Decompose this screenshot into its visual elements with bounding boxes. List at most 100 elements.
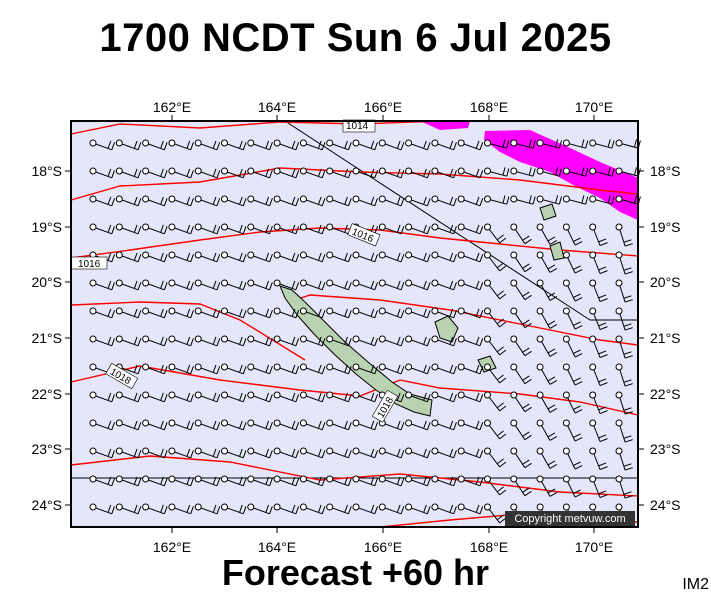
- station-circle-icon: [562, 391, 570, 399]
- station-circle-icon: [326, 447, 334, 455]
- lon-label-top: 168°E: [470, 99, 508, 115]
- station-circle-icon: [221, 475, 228, 483]
- station-circle-icon: [89, 419, 97, 427]
- station-circle-icon: [378, 335, 386, 343]
- station-circle-icon: [562, 251, 570, 259]
- station-circle-icon: [247, 279, 255, 287]
- station-circle-icon: [589, 475, 597, 483]
- station-circle-icon: [562, 419, 570, 427]
- station-circle-icon: [484, 419, 491, 427]
- station-circle-icon: [142, 335, 150, 343]
- station-circle-icon: [431, 447, 439, 455]
- lat-label-right: 24°S: [650, 497, 681, 513]
- station-circle-icon: [562, 447, 570, 455]
- station-circle-icon: [221, 223, 228, 231]
- map-frame: [70, 120, 639, 528]
- lat-label-right: 19°S: [650, 219, 681, 235]
- station-circle-icon: [405, 419, 413, 427]
- station-circle-icon: [589, 279, 597, 287]
- station-circle-icon: [168, 447, 176, 455]
- station-circle-icon: [326, 167, 334, 175]
- station-circle-icon: [299, 419, 307, 427]
- station-circle-icon: [247, 475, 255, 483]
- station-circle-icon: [615, 139, 623, 147]
- station-circle-icon: [484, 279, 491, 287]
- axis-ticks: [65, 115, 644, 533]
- station-circle-icon: [431, 419, 439, 427]
- station-circle-icon: [142, 279, 150, 287]
- station-circle-icon: [299, 391, 307, 399]
- station-circle-icon: [615, 251, 623, 259]
- station-circle-icon: [221, 363, 228, 371]
- lat-label-left: 19°S: [31, 219, 62, 235]
- lon-label-top: 166°E: [364, 99, 402, 115]
- island: [434, 315, 459, 343]
- station-circle-icon: [484, 195, 491, 203]
- station-circle-icon: [484, 139, 491, 147]
- station-circle-icon: [405, 475, 413, 483]
- station-circle-icon: [168, 223, 176, 231]
- station-circle-icon: [142, 363, 150, 371]
- station-circle-icon: [168, 475, 176, 483]
- station-circle-icon: [615, 475, 623, 483]
- station-circle-icon: [510, 279, 518, 287]
- station-circle-icon: [194, 167, 202, 175]
- station-circle-icon: [352, 503, 360, 511]
- station-circle-icon: [615, 223, 623, 231]
- station-circle-icon: [326, 335, 334, 343]
- station-circle-icon: [589, 195, 597, 203]
- station-circle-icon: [536, 279, 544, 287]
- station-circle-icon: [510, 195, 518, 203]
- station-circle-icon: [457, 391, 465, 399]
- lat-label-left: 18°S: [31, 163, 62, 179]
- station-circle-icon: [247, 223, 255, 231]
- station-circle-icon: [378, 167, 386, 175]
- station-circle-icon: [326, 503, 334, 511]
- station-circle-icon: [484, 223, 491, 231]
- weather-map: 1014 1016 1016 1018 1018 162°E 164°E 166…: [0, 90, 711, 555]
- image-tag: IM2: [682, 576, 709, 593]
- station-circle-icon: [510, 307, 518, 315]
- station-circle-icon: [510, 447, 518, 455]
- station-circle-icon: [431, 195, 439, 203]
- station-circle-icon: [299, 279, 307, 287]
- station-circle-icon: [221, 391, 228, 399]
- station-circle-icon: [431, 307, 439, 315]
- station-circle-icon: [168, 251, 176, 259]
- station-circle-icon: [247, 391, 255, 399]
- station-circle-icon: [142, 195, 150, 203]
- station-circle-icon: [142, 139, 150, 147]
- station-circle-icon: [273, 251, 281, 259]
- station-circle-icon: [536, 139, 544, 147]
- station-circle-icon: [589, 167, 597, 175]
- station-circle-icon: [221, 419, 228, 427]
- station-circle-icon: [405, 139, 413, 147]
- station-circle-icon: [168, 363, 176, 371]
- station-circle-icon: [431, 139, 439, 147]
- station-circle-icon: [484, 251, 491, 259]
- station-circle-icon: [457, 251, 465, 259]
- station-circle-icon: [457, 195, 465, 203]
- station-circle-icon: [589, 363, 597, 371]
- lat-label-right: 23°S: [650, 441, 681, 457]
- station-circle-icon: [536, 447, 544, 455]
- station-circle-icon: [326, 279, 334, 287]
- station-circle-icon: [431, 391, 439, 399]
- station-circle-icon: [142, 223, 150, 231]
- station-circle-icon: [431, 223, 439, 231]
- station-circle-icon: [536, 391, 544, 399]
- station-circle-icon: [299, 335, 307, 343]
- station-circle-icon: [168, 419, 176, 427]
- station-circle-icon: [484, 307, 491, 315]
- station-circle-icon: [405, 335, 413, 343]
- station-circle-icon: [405, 307, 413, 315]
- station-circle-icon: [221, 279, 228, 287]
- station-circle-icon: [168, 139, 176, 147]
- station-circle-icon: [89, 363, 97, 371]
- station-circle-icon: [115, 167, 123, 175]
- station-circle-icon: [168, 307, 176, 315]
- lat-label-left: 24°S: [31, 497, 62, 513]
- station-circle-icon: [221, 167, 228, 175]
- station-circle-icon: [273, 503, 281, 511]
- station-circle-icon: [615, 503, 623, 511]
